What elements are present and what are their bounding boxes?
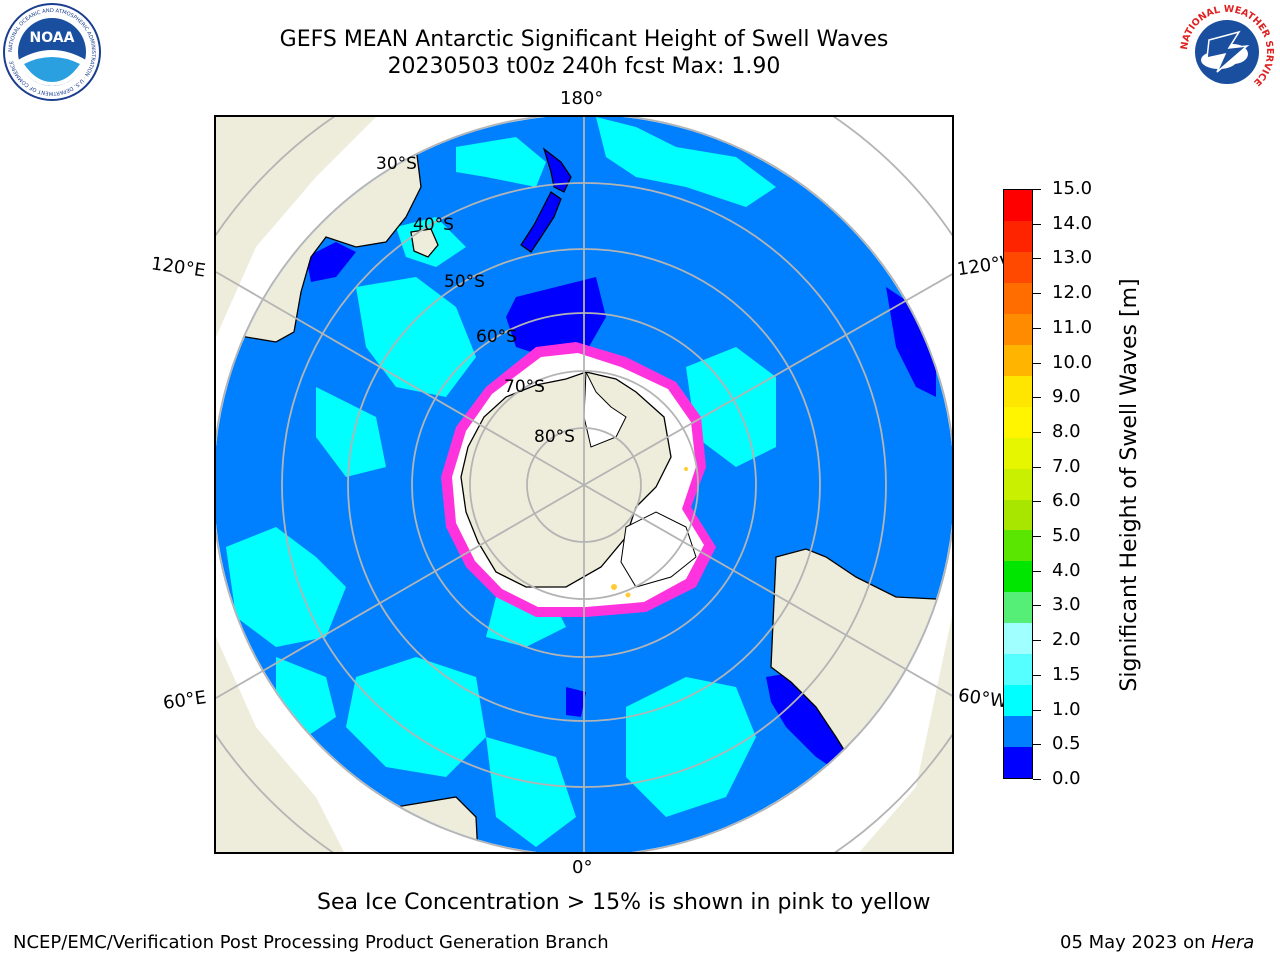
colorbar <box>1003 189 1033 779</box>
colorbar-tick <box>1033 362 1041 364</box>
colorbar-segment <box>1004 344 1032 376</box>
lon-label-60w: 60°W <box>956 684 1006 713</box>
colorbar-segment <box>1004 375 1032 407</box>
colorbar-tick-label: 10.0 <box>1052 351 1093 373</box>
weddell-ice-shelf <box>620 511 697 588</box>
lon-label-120e: 120°E <box>149 253 207 282</box>
colorbar-tick <box>1033 293 1041 295</box>
footer-date: 05 May 2023 on Hera <box>1060 932 1254 953</box>
colorbar-tick <box>1033 570 1041 572</box>
colorbar-tick-label: 14.0 <box>1052 212 1093 234</box>
colorbar-segment <box>1004 530 1032 562</box>
lat-label-30s: 30°S <box>376 154 417 174</box>
colorbar-title-text: Significant Height of Swell Waves [m] <box>1117 278 1142 692</box>
colorbar-tick-label: 8.0 <box>1052 420 1081 442</box>
colorbar-tick <box>1033 640 1041 642</box>
colorbar-tick <box>1033 674 1041 676</box>
sea-ice-note: Sea Ice Concentration > 15% is shown in … <box>317 890 931 915</box>
colorbar-tick <box>1033 536 1041 538</box>
colorbar-tick-label: 4.0 <box>1052 559 1081 581</box>
colorbar-segment <box>1004 716 1032 748</box>
map-title: GEFS MEAN Antarctic Significant Height o… <box>279 27 889 52</box>
lon-label-60e: 60°E <box>161 687 208 714</box>
polar-map: 30°S 40°S 50°S 60°S 70°S 80°S <box>214 115 954 854</box>
lon-label-0: 0° <box>572 857 593 878</box>
colorbar-tick <box>1033 431 1041 433</box>
colorbar-tick-label: 9.0 <box>1052 386 1081 408</box>
colorbar-title: Significant Height of Swell Waves [m] <box>1117 278 1143 691</box>
lon-label-120w: 120°W <box>955 252 1006 281</box>
colorbar-segment <box>1004 561 1032 593</box>
colorbar-tick-label: 5.0 <box>1052 525 1081 547</box>
colorbar-tick-label: 1.5 <box>1052 663 1081 685</box>
colorbar-tick <box>1033 223 1041 225</box>
land-outside-disk <box>216 117 952 852</box>
colorbar-tick <box>1033 709 1041 711</box>
colorbar-segment <box>1004 747 1032 779</box>
colorbar-tick-label: 11.0 <box>1052 316 1093 338</box>
colorbar-tick-label: 7.0 <box>1052 455 1081 477</box>
colorbar-segment <box>1004 468 1032 500</box>
colorbar-tick-label: 15.0 <box>1052 178 1093 199</box>
noaa-logo: NOAA NATIONAL OCEANIC AND ATMOSPHERIC AD… <box>2 2 102 102</box>
colorbar-segment <box>1004 654 1032 686</box>
colorbar-segment <box>1004 282 1032 314</box>
colorbar-segment <box>1004 220 1032 252</box>
colorbar-tick <box>1033 605 1041 607</box>
colorbar-tick <box>1033 779 1041 780</box>
lat-label-60s: 60°S <box>476 327 517 347</box>
colorbar-segment <box>1004 437 1032 469</box>
colorbar-tick-label: 2.0 <box>1052 629 1081 651</box>
noaa-logo-text: NOAA <box>30 30 75 46</box>
africa <box>325 796 479 852</box>
colorbar-segment <box>1004 313 1032 345</box>
colorbar-tick <box>1033 327 1041 329</box>
map-subtitle: 20230503 t00z 240h fcst Max: 1.90 <box>387 54 781 79</box>
footer-host: Hera <box>1211 932 1255 953</box>
colorbar-segment <box>1004 190 1032 221</box>
new-zealand-south <box>520 191 562 253</box>
new-zealand-north <box>542 147 572 193</box>
colorbar-segment <box>1004 623 1032 655</box>
colorbar-segment <box>1004 406 1032 438</box>
lon-label-180: 180° <box>560 88 604 109</box>
colorbar-tick <box>1033 501 1041 503</box>
colorbar-tick-label: 12.0 <box>1052 282 1093 304</box>
colorbar-tick-label: 6.0 <box>1052 490 1081 512</box>
colorbar-segment <box>1004 685 1032 717</box>
lat-label-40s: 40°S <box>413 215 454 235</box>
colorbar-segment <box>1004 499 1032 531</box>
colorbar-tick-label: 3.0 <box>1052 594 1081 616</box>
colorbar-tick <box>1033 744 1041 746</box>
lat-label-50s: 50°S <box>444 272 485 292</box>
colorbar-tick-label: 1.0 <box>1052 698 1081 720</box>
colorbar-tick <box>1033 189 1041 190</box>
colorbar-tick-label: 13.0 <box>1052 247 1093 269</box>
lat-label-80s: 80°S <box>534 427 575 447</box>
tasmania <box>410 228 439 258</box>
longitude-grid <box>216 117 952 852</box>
colorbar-tick <box>1033 258 1041 260</box>
nws-logo: NATIONAL WEATHER SERVICE <box>1177 2 1277 102</box>
colorbar-tick <box>1033 397 1041 399</box>
footer-branch: NCEP/EMC/Verification Post Processing Pr… <box>13 932 609 953</box>
colorbar-segment <box>1004 592 1032 624</box>
lat-label-70s: 70°S <box>504 377 545 397</box>
footer-date-text: 05 May 2023 on <box>1060 932 1212 953</box>
colorbar-tick-label: 0.0 <box>1052 768 1081 789</box>
colorbar-segment <box>1004 251 1032 283</box>
colorbar-tick-label: 0.5 <box>1052 733 1081 755</box>
colorbar-tick <box>1033 466 1041 468</box>
low-swell-regions <box>306 242 936 777</box>
